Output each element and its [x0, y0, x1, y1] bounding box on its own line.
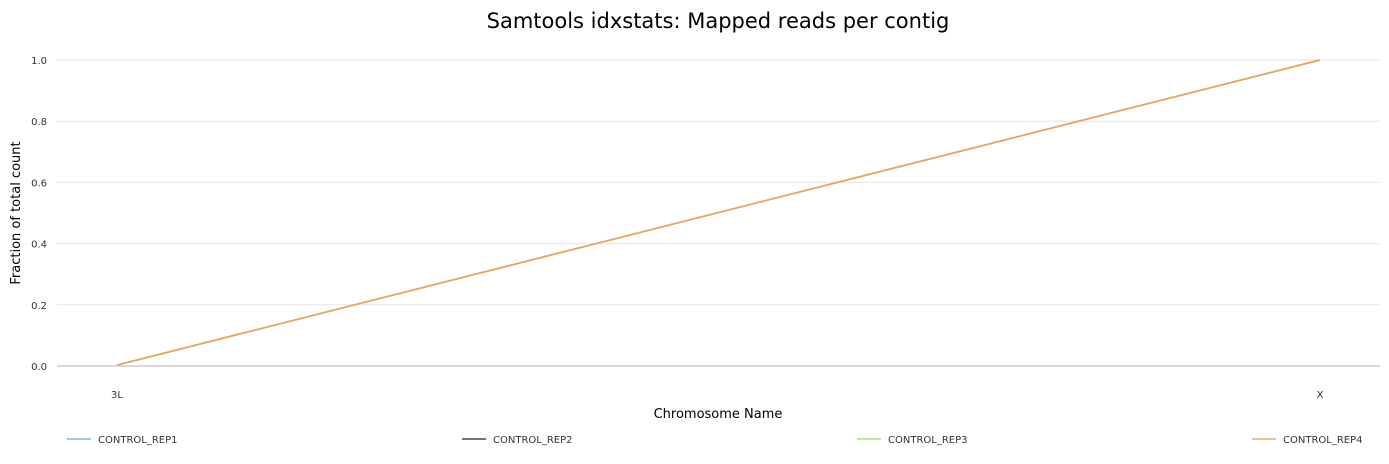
y-tick-label: 0.6	[31, 178, 47, 189]
legend-label: CONTROL_REP4	[1283, 435, 1363, 446]
legend-label: CONTROL_REP3	[888, 435, 968, 446]
legend: CONTROL_REP1 CONTROL_REP2 CONTROL_REP3 CONT…	[67, 435, 1363, 446]
x-axis-ticks: 3L X	[111, 390, 1324, 401]
y-tick-label: 0.8	[31, 117, 47, 128]
gridlines	[57, 59, 1380, 367]
y-tick-label: 0.2	[31, 301, 47, 312]
series-line[interactable]	[116, 59, 1321, 366]
x-axis-label: Chromosome Name	[654, 407, 783, 422]
legend-label: CONTROL_REP2	[493, 435, 573, 446]
legend-item[interactable]: CONTROL_REP2	[462, 435, 573, 446]
series-lines	[116, 59, 1321, 366]
chart-title: Samtools idxstats: Mapped reads per cont…	[487, 9, 950, 33]
y-tick-label: 1.0	[31, 56, 47, 67]
y-tick-label: 0.4	[31, 240, 47, 251]
x-tick-label: X	[1317, 390, 1324, 401]
y-axis-ticks: 0.0 0.2 0.4 0.6 0.8 1.0	[31, 56, 47, 373]
legend-item[interactable]: CONTROL_REP1	[67, 435, 178, 446]
y-axis-label: Fraction of total count	[9, 141, 24, 284]
legend-item[interactable]: CONTROL_REP3	[857, 435, 968, 446]
y-tick-label: 0.0	[31, 362, 47, 373]
legend-label: CONTROL_REP1	[98, 435, 178, 446]
x-tick-label: 3L	[111, 390, 123, 401]
legend-item[interactable]: CONTROL_REP4	[1252, 435, 1363, 446]
